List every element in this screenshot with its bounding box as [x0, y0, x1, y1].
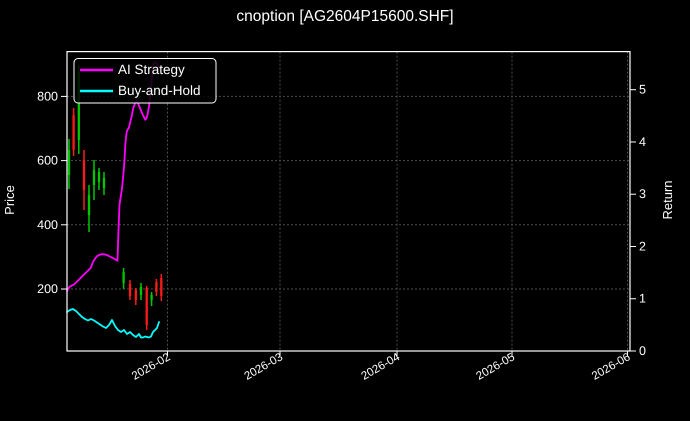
- svg-text:3: 3: [639, 187, 646, 201]
- svg-text:2: 2: [639, 239, 646, 253]
- svg-text:2026-03: 2026-03: [242, 351, 285, 383]
- svg-text:Return: Return: [660, 180, 675, 219]
- svg-text:Price: Price: [2, 185, 17, 215]
- svg-text:5: 5: [639, 83, 646, 97]
- svg-text:2026-04: 2026-04: [359, 351, 402, 383]
- svg-text:2026-02: 2026-02: [130, 351, 173, 383]
- svg-text:600: 600: [37, 154, 58, 168]
- svg-text:400: 400: [37, 218, 58, 232]
- svg-text:2026-06: 2026-06: [590, 351, 633, 383]
- svg-text:200: 200: [37, 282, 58, 296]
- svg-text:0: 0: [639, 344, 646, 358]
- svg-text:Buy-and-Hold: Buy-and-Hold: [118, 83, 201, 98]
- svg-text:AI Strategy: AI Strategy: [118, 62, 185, 77]
- svg-text:2026-05: 2026-05: [474, 351, 517, 383]
- svg-text:1: 1: [639, 292, 646, 306]
- svg-text:4: 4: [639, 135, 646, 149]
- svg-text:800: 800: [37, 89, 58, 103]
